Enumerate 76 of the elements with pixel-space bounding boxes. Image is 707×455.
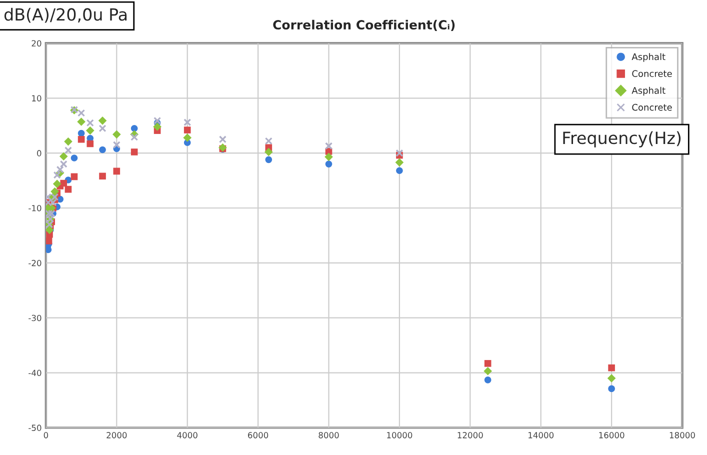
x-tick-label: 4000 xyxy=(177,432,198,438)
x-tick-label: 12000 xyxy=(458,432,483,438)
point xyxy=(396,167,403,174)
legend-label: Concrete xyxy=(632,70,672,78)
x-tick-label: 10000 xyxy=(387,432,412,438)
point xyxy=(484,376,492,384)
point xyxy=(608,385,615,392)
point xyxy=(396,149,404,157)
point xyxy=(64,146,72,154)
point xyxy=(324,152,333,162)
point xyxy=(484,360,492,367)
point xyxy=(46,238,52,244)
point xyxy=(218,136,226,144)
point xyxy=(325,160,332,168)
point xyxy=(154,116,162,124)
point xyxy=(130,124,138,132)
point xyxy=(56,166,64,174)
x-axis-title: Frequency(Hz) xyxy=(563,131,681,148)
point xyxy=(98,124,106,132)
y-tick-label: -20 xyxy=(28,260,42,266)
point xyxy=(324,142,333,150)
point xyxy=(52,180,62,188)
y-tick-label: -10 xyxy=(28,204,42,212)
point xyxy=(99,146,106,154)
y-tick-label: -30 xyxy=(28,314,42,322)
point xyxy=(64,186,72,193)
y-tick-label: 20 xyxy=(32,40,42,47)
y-tick-label: 10 xyxy=(32,95,42,102)
point xyxy=(484,366,492,376)
x-tick-label: 0 xyxy=(44,432,48,438)
point xyxy=(184,126,191,134)
point xyxy=(50,187,59,196)
point xyxy=(112,130,121,139)
x-tick-label: 8000 xyxy=(318,432,339,438)
point xyxy=(64,137,72,146)
point xyxy=(70,154,78,162)
x-tick-label: 2000 xyxy=(106,432,127,438)
point xyxy=(264,137,272,145)
y-tick-label: -40 xyxy=(28,370,42,376)
point xyxy=(77,118,86,126)
point xyxy=(59,152,68,161)
point xyxy=(607,374,616,382)
point xyxy=(78,136,85,143)
point xyxy=(264,148,273,156)
point xyxy=(395,158,404,167)
point xyxy=(99,172,106,180)
x-tick-label: 14000 xyxy=(528,432,554,438)
chart-title: Correlation Coefficient(Cᵢ) xyxy=(273,20,455,31)
point xyxy=(53,171,61,179)
y-tick-label: 0 xyxy=(37,150,42,156)
point xyxy=(86,119,94,127)
point xyxy=(49,198,57,206)
point xyxy=(608,364,615,372)
point xyxy=(184,118,192,126)
point xyxy=(78,130,85,137)
point xyxy=(112,141,120,149)
point xyxy=(153,122,162,131)
x-tick-label: 18000 xyxy=(670,432,695,438)
point xyxy=(130,133,138,141)
y-tick-label: -50 xyxy=(28,424,42,431)
legend-label: Asphalt xyxy=(632,86,666,96)
point xyxy=(86,140,94,148)
x-tick-label: 16000 xyxy=(599,432,624,438)
legend-label: Asphalt xyxy=(632,53,666,62)
point xyxy=(86,126,94,135)
point xyxy=(98,116,107,125)
point xyxy=(113,168,120,175)
point xyxy=(265,156,272,164)
y-axis-title: dB(A)/20,0u Pa xyxy=(4,8,127,23)
point xyxy=(130,148,138,156)
point xyxy=(183,134,192,142)
point xyxy=(60,180,68,187)
x-tick-label: 6000 xyxy=(248,432,268,438)
point xyxy=(60,160,68,168)
point xyxy=(70,173,78,180)
legend-label: Concrete xyxy=(632,104,672,111)
